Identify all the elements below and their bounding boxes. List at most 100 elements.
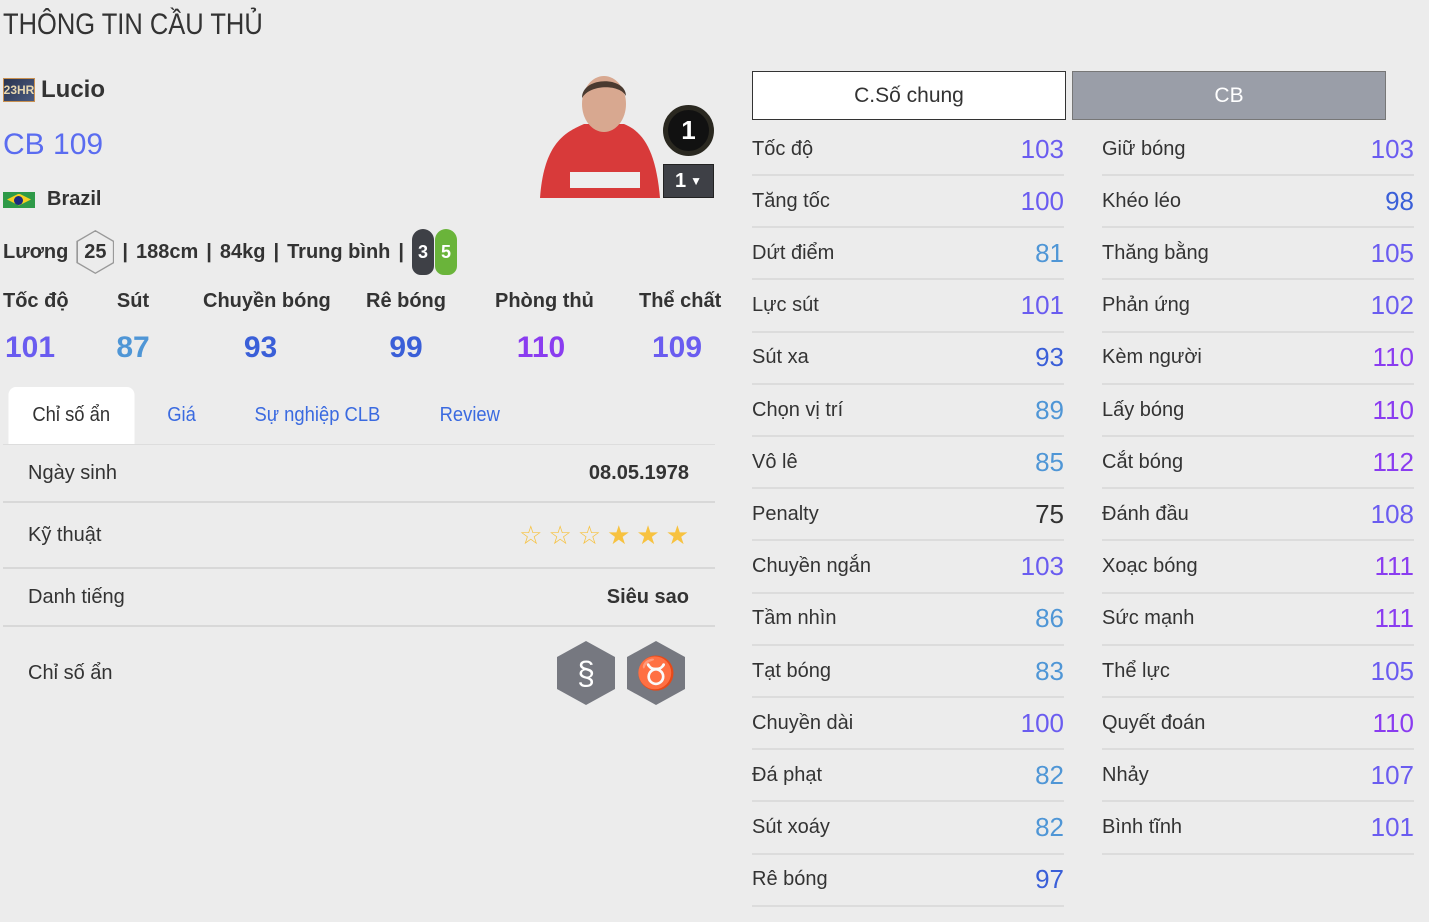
stat-value: 103 bbox=[1020, 551, 1064, 582]
caret-down-icon: ▼ bbox=[690, 174, 702, 188]
stat-value: 101 bbox=[1370, 812, 1414, 843]
stat-label: Tầm nhìn bbox=[752, 607, 837, 630]
stat-row: Thể lực 105 bbox=[1102, 646, 1414, 698]
nation: Brazil bbox=[47, 188, 102, 210]
stat-row: Chuyền dài 100 bbox=[752, 698, 1064, 751]
main-stat-value: 99 bbox=[389, 331, 423, 364]
fame-row: Danh tiếng Siêu sao bbox=[3, 569, 715, 627]
stat-value: 103 bbox=[1370, 133, 1414, 164]
stat-label: Sút xoáy bbox=[752, 816, 830, 839]
stat-row: Lực sút 101 bbox=[752, 281, 1064, 333]
stat-label: Sức mạnh bbox=[1102, 607, 1195, 630]
star-filled-icon: ★ bbox=[607, 519, 631, 550]
stat-row: Chọn vị trí 89 bbox=[752, 385, 1064, 437]
star-empty-icon: ☆ bbox=[548, 519, 572, 550]
stat-label: Chuyền dài bbox=[752, 711, 854, 734]
stat-label: Đá phạt bbox=[752, 763, 823, 786]
star-empty-icon: ☆ bbox=[577, 519, 602, 550]
stat-value: 93 bbox=[1035, 342, 1064, 373]
stat-label: Giữ bóng bbox=[1102, 137, 1186, 160]
stat-value: 101 bbox=[1020, 290, 1064, 321]
stat-value: 105 bbox=[1370, 655, 1414, 686]
general-stats-button[interactable]: C.Số chung bbox=[752, 71, 1066, 120]
stat-value: 75 bbox=[1035, 498, 1064, 529]
stat-row: Xoạc bóng 111 bbox=[1102, 542, 1414, 594]
stat-value: 107 bbox=[1370, 759, 1414, 790]
tab-price[interactable]: Giá bbox=[166, 404, 196, 426]
stat-row: Cắt bóng 112 bbox=[1102, 437, 1414, 490]
stat-value: 97 bbox=[1035, 864, 1064, 895]
season-badge-icon: 23HR bbox=[3, 78, 35, 102]
star-filled-icon: ★ bbox=[636, 519, 660, 550]
stat-value: 85 bbox=[1035, 446, 1064, 477]
star-filled-icon: ★ bbox=[665, 519, 689, 550]
stat-label: Khéo léo bbox=[1102, 189, 1181, 212]
stat-label: Kèm người bbox=[1102, 346, 1202, 369]
stat-row: Phản ứng 102 bbox=[1102, 281, 1414, 333]
team-color-badge: 1 bbox=[663, 105, 714, 156]
stat-value: 100 bbox=[1020, 185, 1064, 216]
nation-row: Brazil bbox=[3, 188, 101, 211]
height: 188cm bbox=[135, 240, 199, 263]
buffalo-icon[interactable]: ♉ bbox=[627, 641, 685, 705]
main-stat-value: 109 bbox=[651, 331, 703, 364]
stat-label: Penalty bbox=[752, 502, 819, 525]
stat-label: Xoạc bóng bbox=[1102, 555, 1198, 578]
main-stat-value: 101 bbox=[4, 331, 56, 364]
stat-label: Dứt điểm bbox=[752, 241, 835, 264]
stat-label: Quyết đoán bbox=[1102, 711, 1206, 734]
stat-row: Sút xoáy 82 bbox=[752, 803, 1064, 855]
stat-label: Phản ứng bbox=[1102, 294, 1190, 317]
stat-row: Bình tĩnh 101 bbox=[1102, 803, 1414, 855]
stat-value: 112 bbox=[1372, 446, 1414, 477]
stat-row: Tốc độ 103 bbox=[752, 124, 1064, 176]
stat-value: 102 bbox=[1370, 290, 1414, 321]
snake-icon[interactable]: § bbox=[557, 641, 615, 705]
ovr: 109 bbox=[53, 128, 104, 161]
stat-row: Thăng bằng 105 bbox=[1102, 228, 1414, 281]
stat-value: 100 bbox=[1020, 707, 1064, 738]
stat-row: Rê bóng 97 bbox=[752, 855, 1064, 907]
position-stats-button[interactable]: CB bbox=[1072, 71, 1386, 120]
tab-club-career[interactable]: Sự nghiệp CLB bbox=[254, 404, 380, 426]
stat-value: 83 bbox=[1035, 655, 1064, 686]
stat-label: Chọn vị trí bbox=[752, 398, 844, 421]
stat-label: Sút xa bbox=[752, 346, 809, 369]
stat-value: 105 bbox=[1370, 237, 1414, 268]
stat-row: Đá phạt 82 bbox=[752, 750, 1064, 803]
stat-value: 89 bbox=[1035, 394, 1064, 425]
stat-label: Lực sút bbox=[752, 294, 819, 317]
tab-review[interactable]: Review bbox=[440, 404, 501, 426]
tab-bar: Chỉ số ẩn Giá Sự nghiệp CLB Review bbox=[3, 387, 715, 445]
stat-row: Sức mạnh 111 bbox=[1102, 594, 1414, 646]
tab-hidden-stats[interactable]: Chỉ số ẩn bbox=[8, 387, 135, 444]
position-ovr: CB 109 bbox=[3, 128, 103, 162]
stat-label: Đánh đầu bbox=[1102, 502, 1189, 525]
stat-label: Bình tĩnh bbox=[1102, 816, 1183, 839]
stat-label: Chuyền ngắn bbox=[752, 555, 871, 578]
stat-value: 111 bbox=[1374, 603, 1414, 634]
salary-hex: 25 bbox=[76, 230, 115, 274]
stat-value: 103 bbox=[1020, 133, 1064, 164]
stat-row: Đánh đầu 108 bbox=[1102, 489, 1414, 542]
stat-label: Nhảy bbox=[1102, 763, 1149, 786]
build: Trung bình bbox=[287, 240, 391, 263]
stat-row: Giữ bóng 103 bbox=[1102, 124, 1414, 176]
upgrade-level-dropdown[interactable]: 1 ▼ bbox=[663, 164, 714, 198]
star-empty-icon: ☆ bbox=[519, 519, 543, 550]
stat-row: Tăng tốc 100 bbox=[752, 176, 1064, 229]
stat-row: Sút xa 93 bbox=[752, 333, 1064, 385]
main-stat-value: 110 bbox=[516, 331, 566, 364]
stat-row: Dứt điểm 81 bbox=[752, 228, 1064, 281]
stat-row: Vô lê 85 bbox=[752, 437, 1064, 490]
stat-label: Thăng bằng bbox=[1102, 241, 1209, 264]
stat-row: Quyết đoán 110 bbox=[1102, 698, 1414, 751]
position: CB bbox=[3, 128, 45, 161]
main-stat-value: 93 bbox=[243, 331, 278, 364]
stat-value: 82 bbox=[1035, 812, 1064, 843]
stat-row: Penalty 75 bbox=[752, 489, 1064, 542]
page-title: THÔNG TIN CẦU THỦ bbox=[3, 8, 263, 41]
player-name-row: 23HR Lucio bbox=[3, 76, 105, 104]
stat-row: Chuyền ngắn 103 bbox=[752, 542, 1064, 594]
stat-label: Tăng tốc bbox=[752, 189, 830, 212]
